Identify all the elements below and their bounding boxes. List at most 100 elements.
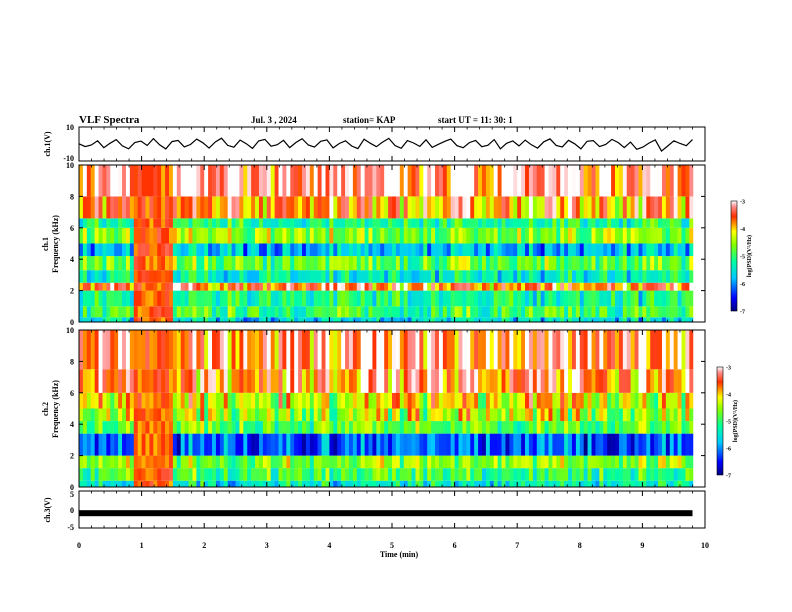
spectrogram-cell <box>79 480 84 487</box>
spectrogram-cell <box>243 468 248 481</box>
spectrogram-cell <box>560 392 565 409</box>
spectrogram-cell <box>368 306 373 318</box>
spectrogram-cell <box>411 282 416 291</box>
colorbar-tick-label: -6 <box>726 447 731 453</box>
spectrogram-cell <box>102 468 107 481</box>
spectrogram-cell <box>219 421 225 434</box>
spectrogram-cell <box>305 408 311 422</box>
spectrogram-cell <box>302 369 307 393</box>
spectrogram-cell <box>309 165 315 197</box>
spectrogram-cell <box>235 369 240 393</box>
spectrogram-cell <box>290 270 295 283</box>
spectrogram-cell <box>345 468 350 481</box>
spectrogram-cell <box>493 421 498 434</box>
spectrogram-cell <box>423 392 428 409</box>
spectrogram-cell <box>536 256 541 271</box>
spectrogram-cell <box>442 433 448 456</box>
spectrogram-cell <box>685 468 690 481</box>
spectrogram-cell <box>431 270 436 283</box>
spectrogram-cell <box>505 306 510 318</box>
spectrogram-cell <box>677 165 682 197</box>
spectrogram-cell <box>466 243 471 257</box>
spectrogram-cell <box>161 408 166 422</box>
spectrogram-cell <box>564 196 569 219</box>
spectrogram-cell <box>372 306 377 318</box>
spectrogram-cell <box>575 196 581 219</box>
spectrogram-cell <box>665 165 671 197</box>
spectrogram-cell <box>513 421 518 434</box>
spectrogram-cell <box>239 282 244 291</box>
spectrogram-cell <box>215 256 221 271</box>
spectrogram-cell <box>290 218 295 228</box>
spectrogram-cell <box>415 421 420 434</box>
spectrogram-cell <box>122 455 127 469</box>
spectrogram-cell <box>622 392 628 409</box>
spectrogram-cell <box>528 421 534 434</box>
spectrogram-cell <box>544 290 549 307</box>
spectrogram-cell <box>82 369 88 393</box>
spectrogram-cell <box>180 165 185 197</box>
spectrogram-cell <box>681 270 686 283</box>
spectrogram-cell <box>348 480 354 487</box>
spectrogram-cell <box>388 421 393 434</box>
spectrogram-cell <box>145 369 150 393</box>
spectrogram-cell <box>458 317 463 322</box>
spectrogram-cell <box>466 480 471 487</box>
spectrogram-cell <box>329 433 334 456</box>
spectrogram-cell <box>86 317 92 322</box>
spectrogram-cell <box>302 227 307 244</box>
spectrogram-cell <box>450 290 455 307</box>
spectrogram-cell <box>654 218 659 228</box>
spectrogram-cell <box>658 282 663 291</box>
spectrogram-cell <box>458 330 463 370</box>
spectrogram-cell <box>368 256 373 271</box>
spectrogram-cell <box>321 369 326 393</box>
spectrogram-cell <box>329 290 334 307</box>
spectrogram-cell <box>258 243 264 257</box>
spectrogram-cell <box>114 330 119 370</box>
spectrogram-cell <box>196 306 201 318</box>
spectrogram-cell <box>309 306 315 318</box>
spectrogram-cell <box>157 218 162 228</box>
spectrogram-cell <box>399 306 405 318</box>
spectrogram-cell <box>309 196 315 219</box>
spectrogram-cell <box>102 165 107 197</box>
spectrogram-cell <box>258 290 264 307</box>
spectrogram-cell <box>528 330 534 370</box>
spectrogram-cell <box>665 290 671 307</box>
spectrogram-cell <box>270 369 275 393</box>
spectrogram-cell <box>352 243 358 257</box>
spectrogram-cell <box>626 196 631 219</box>
spectrogram-cell <box>157 408 162 422</box>
spectrogram-cell <box>673 227 678 244</box>
spectrogram-cell <box>622 165 628 197</box>
spectrogram-cell <box>79 256 84 271</box>
spectrogram-cell <box>564 468 569 481</box>
spectrogram-cell <box>395 290 401 307</box>
spectrogram-cell <box>442 408 448 422</box>
spectrogram-cell <box>525 290 530 307</box>
spectrogram-cell <box>513 306 518 318</box>
spectrogram-cell <box>540 218 545 228</box>
spectrogram-cell <box>79 455 84 469</box>
ch2-colorbar-label: log(PSD)(V²/Hz) <box>732 400 739 442</box>
spectrogram-cell <box>157 256 162 271</box>
spectrogram-cell <box>215 421 221 434</box>
spectrogram-cell <box>497 218 502 228</box>
spectrogram-cell <box>298 480 303 487</box>
spectrogram-cell <box>184 392 189 409</box>
spectrogram-cell <box>165 392 170 409</box>
spectrogram-cell <box>677 196 682 219</box>
spectrogram-cell <box>571 392 577 409</box>
spectrogram-cell <box>583 408 588 422</box>
spectrogram-cell <box>638 455 643 469</box>
spectrogram-cell <box>200 243 205 257</box>
spectrogram-cell <box>615 408 620 422</box>
spectrogram-cell <box>603 282 608 291</box>
spectrogram-cell <box>82 227 88 244</box>
spectrogram-cell <box>677 468 682 481</box>
spectrogram-cell <box>384 468 389 481</box>
spectrogram-cell <box>568 421 573 434</box>
spectrogram-cell <box>125 455 131 469</box>
spectrogram-cell <box>474 256 479 271</box>
